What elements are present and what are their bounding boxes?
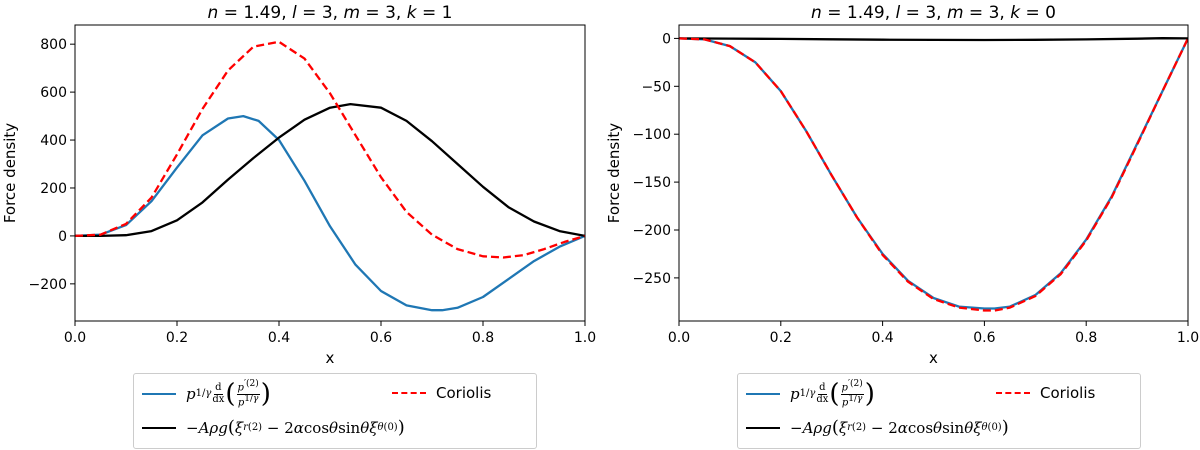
legend-swatch-pressure — [746, 393, 780, 396]
legend-swatch-pressure — [142, 393, 176, 396]
series-line-coriolis — [679, 37, 1188, 312]
chart-title: n = 1.49, l = 3, m = 3, k = 0 — [811, 3, 1056, 23]
y-axis-label: Force density — [605, 123, 623, 223]
series-line-pressure — [75, 114, 585, 312]
legend-item-buoyancy: − Aρg(ξ r (2) − 2 α cos θ sin θξ θ (0)) — [142, 419, 405, 437]
legend-label-buoyancy: − Aρg(ξ r (2) − 2 α cos θ sin θξ θ (0)) — [790, 417, 1009, 438]
chart-title: n = 1.49, l = 3, m = 3, k = 1 — [208, 3, 453, 23]
y-axis-label: Force density — [1, 123, 19, 223]
legend-label-pressure: p 1/γ d dx ( p′(2) p1/γ ) — [790, 379, 875, 410]
y-tick-label: 200 — [40, 181, 67, 197]
x-tick-label: 0.0 — [64, 330, 86, 346]
legend-swatch-buoyancy — [142, 427, 176, 429]
plot-frame — [74, 24, 586, 322]
chart-panel-2: n = 1.49, l = 3, m = 3, k = 0 0.0 0.2 0.4 0.… — [605, 3, 1199, 367]
legend-item-coriolis: Coriolis — [996, 384, 1095, 402]
x-tick-label: 0.4 — [268, 330, 290, 346]
y-tick-label: 600 — [40, 85, 67, 101]
chart-panel-1: n = 1.49, l = 3, m = 3, k = 1 0.0 0.2 0.4 0.… — [1, 3, 596, 367]
y-tick-label: −100 — [633, 127, 671, 143]
y-tick-label: −200 — [633, 223, 671, 239]
legend-item-buoyancy: − Aρg(ξ r (2) − 2 α cos θ sin θξ θ (0)) — [746, 419, 1009, 437]
y-tick-label: 800 — [40, 37, 67, 53]
legend-swatch-coriolis — [996, 392, 1030, 394]
x-tick-label: 0.2 — [770, 330, 792, 346]
y-tick-label: −200 — [29, 277, 67, 293]
x-tick-label: 0.6 — [973, 330, 995, 346]
legend-swatch-coriolis — [392, 392, 426, 394]
x-tick-label: 0.4 — [871, 330, 893, 346]
y-tick-label: 400 — [40, 133, 67, 149]
x-tick-label: 0.8 — [472, 330, 494, 346]
x-tick-label: 0.2 — [166, 330, 188, 346]
series-line-buoyancy — [75, 102, 585, 238]
x-axis-label: x — [929, 349, 938, 367]
legend-item-pressure: p 1/γ d dx ( p′(2) p1/γ ) — [142, 379, 271, 410]
legend-swatch-buoyancy — [746, 427, 780, 429]
legend-item-pressure: p 1/γ d dx ( p′(2) p1/γ ) — [746, 379, 875, 410]
legend-right: p 1/γ d dx ( p′(2) p1/γ ) Coriolis − Aρg(ξ r(… — [737, 373, 1141, 449]
x-tick-label: 1.0 — [574, 330, 596, 346]
y-tick-label: −250 — [633, 271, 671, 287]
legend-left: p 1/γ d dx ( p′(2) p1/γ ) Coriolis − Aρg(ξ r(… — [133, 373, 537, 449]
x-tick-label: 0.8 — [1075, 330, 1097, 346]
series-line-pressure — [679, 37, 1188, 310]
legend-label-buoyancy: − Aρg(ξ r (2) − 2 α cos θ sin θξ θ (0)) — [186, 417, 405, 438]
y-tick-label: −50 — [641, 79, 671, 95]
series-line-buoyancy — [679, 37, 1188, 42]
y-tick-label: 0 — [662, 31, 671, 47]
y-tick-label: −150 — [633, 175, 671, 191]
x-tick-label: 0.6 — [370, 330, 392, 346]
legend-label-coriolis: Coriolis — [436, 384, 492, 402]
plot-frame — [678, 24, 1189, 322]
x-tick-label: 0.0 — [668, 330, 690, 346]
x-tick-label: 1.0 — [1177, 330, 1199, 346]
legend-label-coriolis: Coriolis — [1040, 384, 1096, 402]
y-tick-label: 0 — [58, 229, 67, 245]
legend-label-pressure: p 1/γ d dx ( p′(2) p1/γ ) — [186, 379, 271, 410]
legend-item-coriolis: Coriolis — [392, 384, 491, 402]
x-axis-label: x — [326, 349, 335, 367]
series-line-coriolis — [75, 40, 585, 259]
